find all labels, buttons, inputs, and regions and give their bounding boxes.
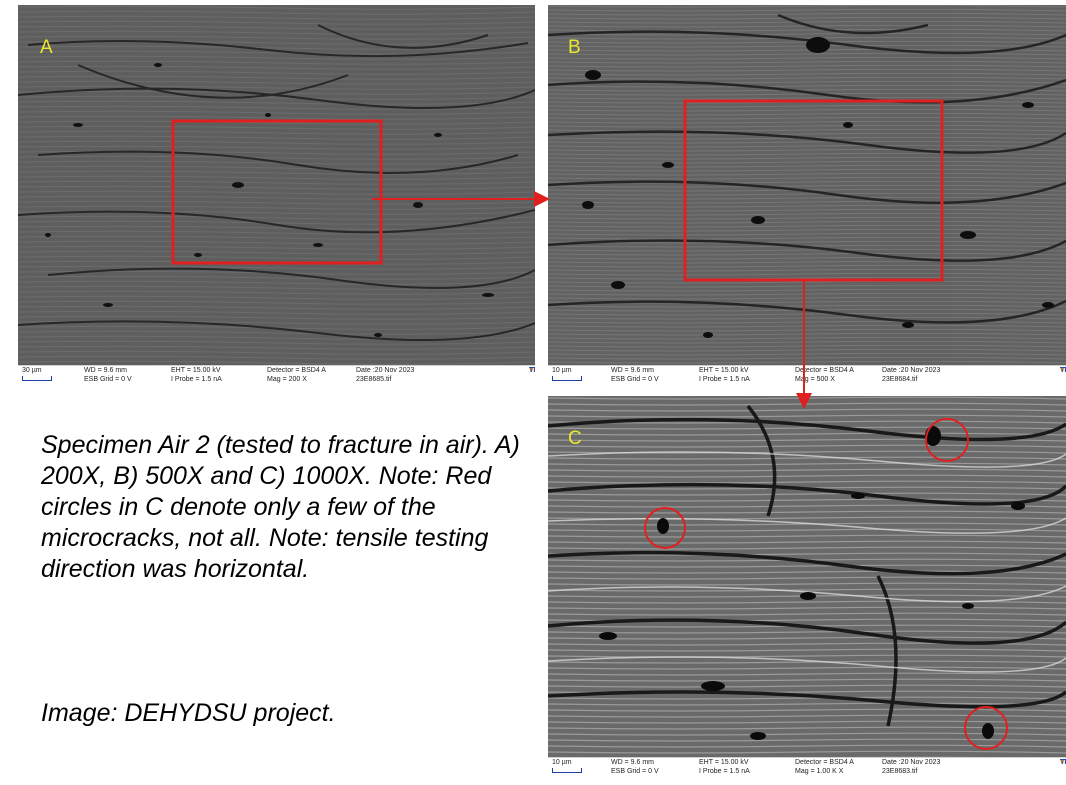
info-bar-a: 30 µm WD = 9.6 mm ESB Grid = 0 V EHT = 1…: [18, 365, 535, 385]
mag-label: Mag = 200 X: [267, 376, 307, 383]
micrograph-b: B: [548, 5, 1066, 366]
wd-label: WD = 9.6 mm: [611, 367, 654, 374]
panel-letter-c: C: [568, 428, 582, 449]
esb-label: ESB Grid = 0 V: [84, 376, 132, 383]
zoom-region-box: [683, 99, 944, 282]
eht-label: EHT = 15.00 kV: [699, 367, 749, 374]
panel-letter-b: B: [568, 37, 581, 58]
mag-label: Mag = 500 X: [795, 376, 835, 383]
microcrack-circle: [964, 706, 1008, 750]
panel-letter-a: A: [40, 37, 53, 58]
wd-label: WD = 9.6 mm: [611, 759, 654, 766]
microcrack-circle: [644, 507, 686, 549]
detector-label: Detector = BSD4 A: [795, 367, 854, 374]
detector-label: Detector = BSD4 A: [795, 759, 854, 766]
sem-image-a: A 30 µm WD = 9.6 mm ESB Grid = 0 V EHT =…: [18, 5, 535, 385]
image-credit: Image: DEHYDSU project.: [41, 699, 336, 727]
probe-label: I Probe = 1.5 nA: [171, 376, 222, 383]
probe-label: I Probe = 1.5 nA: [699, 768, 750, 775]
eht-label: EHT = 15.00 kV: [699, 759, 749, 766]
info-bar-b: 10 µm WD = 9.6 mm ESB Grid = 0 V EHT = 1…: [548, 365, 1066, 385]
esb-label: ESB Grid = 0 V: [611, 768, 659, 775]
date-label: Date :20 Nov 2023: [882, 367, 941, 374]
file-label: 23E8683.tif: [882, 768, 918, 775]
scale-label: 10 µm: [552, 759, 572, 766]
eht-label: EHT = 15.00 kV: [171, 367, 221, 374]
figure-caption: Specimen Air 2 (tested to fracture in ai…: [41, 431, 520, 583]
sem-image-c: C 10 µm WD = 9.6 mm ESB Grid = 0 V EHT =…: [548, 396, 1066, 777]
sem-image-b: B 10 µm WD = 9.6 mm ESB Grid = 0 V EHT =…: [548, 5, 1066, 385]
file-label: 23E8685.tif: [356, 376, 392, 383]
scale-bar: [22, 376, 52, 381]
scale-bar: [552, 376, 582, 381]
esb-label: ESB Grid = 0 V: [611, 376, 659, 383]
date-label: Date :20 Nov 2023: [356, 367, 415, 374]
scale-bar: [552, 768, 582, 773]
info-bar-c: 10 µm WD = 9.6 mm ESB Grid = 0 V EHT = 1…: [548, 757, 1066, 777]
micrograph-a: A: [18, 5, 535, 366]
scale-label: 10 µm: [552, 367, 572, 374]
date-label: Date :20 Nov 2023: [882, 759, 941, 766]
zoom-region-box: [171, 119, 383, 265]
probe-label: I Probe = 1.5 nA: [699, 376, 750, 383]
detector-label: Detector = BSD4 A: [267, 367, 326, 374]
file-label: 23E8684.tif: [882, 376, 918, 383]
wd-label: WD = 9.6 mm: [84, 367, 127, 374]
micrograph-c: C: [548, 396, 1066, 758]
mag-label: Mag = 1.00 K X: [795, 768, 844, 775]
scale-label: 30 µm: [22, 367, 42, 374]
microcrack-circle: [925, 418, 969, 462]
